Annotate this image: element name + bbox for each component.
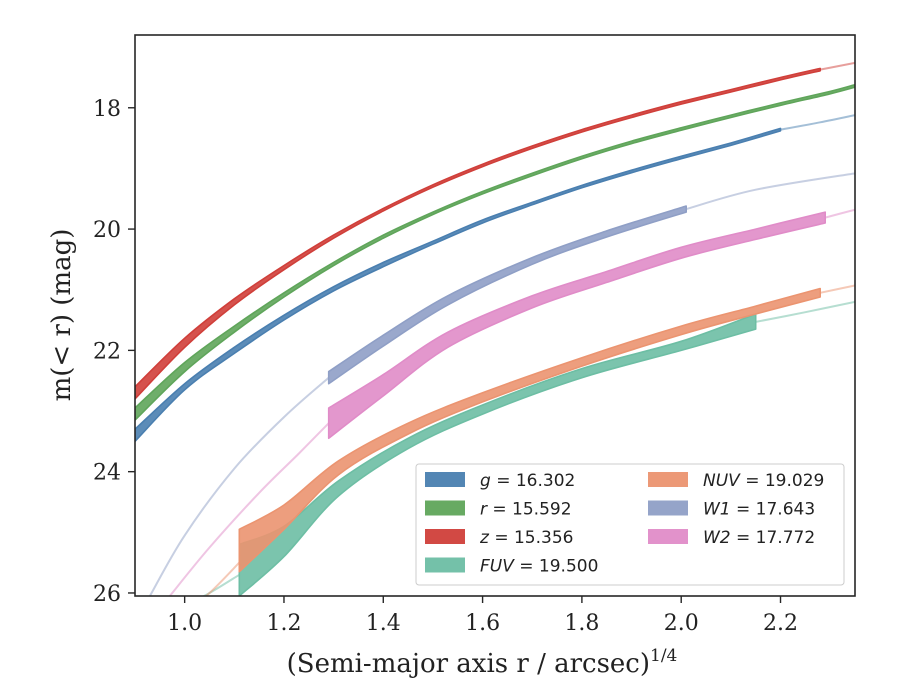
x-axis-label: (Semi-major axis r / arcsec)1/4	[287, 646, 678, 679]
legend-swatch-g	[425, 472, 465, 487]
series-w1-band	[327, 205, 687, 385]
y-tick-label: 24	[93, 461, 121, 486]
legend-swatch-fuv	[425, 557, 465, 573]
y-axis-label: m(< r) (mag)	[47, 229, 77, 402]
series-z-band	[135, 67, 821, 400]
legend-swatch-r	[425, 500, 465, 516]
legend-swatch-nuv	[648, 472, 688, 487]
legend-label-z: z = 15.356	[479, 528, 573, 548]
x-tick-label: 1.6	[465, 611, 500, 636]
series-w1-extrapolation-end	[685, 172, 855, 211]
series-nuv-extrapolation-end	[819, 284, 855, 294]
series-fuv-extrapolation-end	[755, 300, 855, 323]
x-tick-label: 2.2	[763, 611, 798, 636]
y-axis: 18 20 22 24 26	[93, 97, 135, 607]
legend-label-w2: W2 = 17.772	[703, 528, 815, 548]
series-g-band	[135, 127, 782, 443]
series-fuv-band	[238, 313, 757, 596]
x-tick-label: 1.0	[167, 611, 202, 636]
series-layer	[135, 61, 855, 596]
legend-label-nuv: NUV = 19.029	[703, 471, 824, 491]
series-z-extrapolation-start	[820, 61, 855, 71]
series-r-band	[135, 83, 855, 421]
x-axis: 1.0 1.2 1.4 1.6 1.8 2.0 2.2	[167, 596, 798, 636]
legend-label-fuv: FUV = 19.500	[480, 557, 598, 577]
x-axis-label-exponent: 1/4	[650, 646, 677, 666]
plot-frame	[134, 34, 856, 597]
legend-swatch-w1	[648, 500, 688, 516]
legend-label-w1: W1 = 17.643	[703, 500, 815, 520]
x-tick-label: 2.0	[664, 611, 699, 636]
series-nuv-band	[238, 287, 821, 573]
y-tick-label: 22	[93, 339, 121, 364]
series-w2-extrapolation-end	[824, 208, 855, 219]
legend-box	[415, 463, 845, 586]
series-w2-extrapolation-start	[169, 422, 330, 596]
legend-swatch-w2	[648, 529, 688, 544]
y-tick-label: 20	[93, 218, 121, 243]
x-tick-label: 1.2	[266, 611, 301, 636]
legend: g = 16.302 r = 15.592 z = 15.356 FUV = 19.5…	[415, 463, 845, 586]
x-tick-label: 1.8	[564, 611, 599, 636]
x-axis-label-text: (Semi-major axis r / arcsec)	[287, 649, 650, 679]
series-g-extrapolation-start	[780, 114, 855, 131]
series-w1-extrapolation-start	[149, 376, 330, 596]
series-w2-band	[327, 211, 826, 440]
y-tick-label: 26	[93, 582, 121, 607]
x-tick-label: 1.4	[366, 611, 401, 636]
legend-swatch-z	[425, 529, 465, 544]
legend-label-g: g = 16.302	[480, 471, 575, 491]
legend-label-r: r = 15.592	[480, 500, 572, 520]
y-tick-label: 18	[93, 97, 121, 122]
series-nuv-extrapolation-start	[204, 561, 241, 596]
